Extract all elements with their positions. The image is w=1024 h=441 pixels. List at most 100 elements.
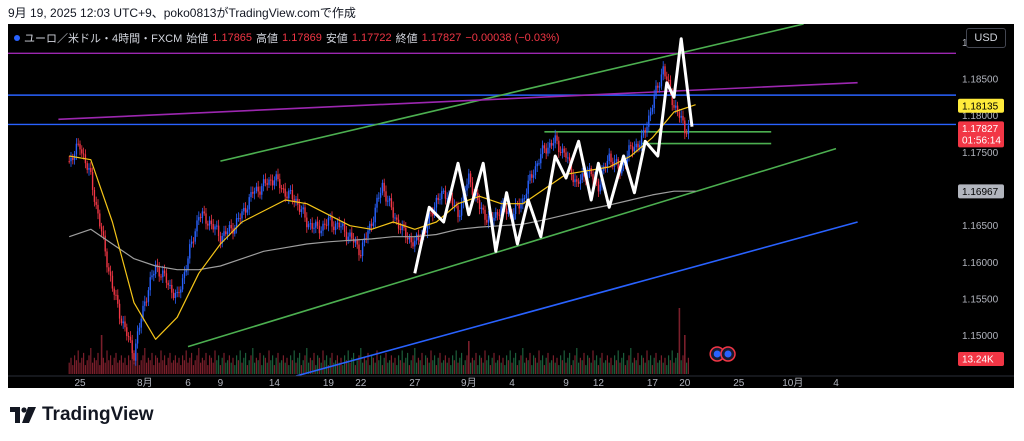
candle-body (459, 215, 461, 217)
candle-body (212, 223, 214, 230)
volume-bar (605, 360, 607, 374)
volume-bar (248, 360, 250, 374)
volume-bar (142, 355, 144, 374)
event-marker-icon (709, 346, 725, 362)
candle-body (79, 143, 81, 150)
candle-body (518, 203, 520, 209)
volume-bar (304, 355, 306, 374)
volume-bar (286, 357, 288, 374)
volume-bar (261, 365, 263, 374)
volume-bar (363, 357, 365, 374)
candle-body (657, 85, 659, 88)
date-tick-label: 17 (647, 378, 659, 388)
volume-bar (120, 355, 122, 374)
volume-bar (462, 365, 464, 374)
candle-body (673, 105, 675, 108)
candle-body (88, 167, 90, 170)
volume-bar (225, 362, 227, 374)
volume-bar (178, 357, 180, 374)
candle-body (608, 153, 610, 161)
volume-bar (81, 357, 83, 374)
volume-bar (167, 357, 169, 374)
volume-bar (383, 357, 385, 374)
volume-bar (675, 357, 677, 374)
volume-bar (86, 360, 88, 374)
candle-body (531, 174, 533, 178)
volume-bar (563, 350, 565, 374)
candle-body (675, 105, 677, 108)
candle-body (253, 191, 256, 194)
volume-label-box (958, 352, 1004, 366)
volume-bar (484, 350, 486, 374)
volume-bar (209, 355, 211, 374)
volume-bar (579, 357, 581, 374)
volume-bar (299, 352, 301, 374)
volume-bar (75, 360, 77, 374)
chart-panel[interactable]: 1.190001.185001.180001.175001.170001.165… (8, 24, 1014, 388)
candle-body (640, 135, 643, 146)
volume-bar (228, 355, 230, 374)
volume-bar (270, 360, 272, 374)
price-label: 1.18135 (962, 101, 999, 112)
volume-bar (92, 362, 94, 374)
candle-body (316, 221, 319, 226)
chart-svg[interactable]: 1.190001.185001.180001.175001.170001.165… (8, 24, 1014, 388)
candle-body (320, 230, 322, 234)
candle-body (572, 174, 574, 183)
candle-body (221, 235, 223, 244)
currency-button[interactable]: USD (966, 28, 1006, 48)
candle-body (185, 270, 187, 273)
volume-bar (525, 357, 527, 374)
volume-bar (612, 365, 614, 374)
candle-body (151, 275, 153, 278)
candle-body (91, 171, 94, 190)
price-tick-label: 1.16000 (962, 258, 999, 269)
volume-bar (475, 352, 477, 374)
tradingview-logo[interactable]: TradingView (10, 404, 154, 426)
volume-bar (315, 365, 317, 374)
volume-bar (671, 350, 673, 374)
volume-bar (664, 357, 666, 374)
candle-body (109, 271, 112, 276)
volume-bar (651, 365, 653, 374)
candle-body (190, 241, 193, 245)
candle-body (437, 197, 439, 200)
volume-bar (194, 360, 196, 374)
candle-body (117, 295, 119, 304)
volume-bar (637, 352, 639, 374)
candle-body (428, 212, 430, 225)
volume-bar (165, 365, 167, 374)
volume-bar (306, 348, 308, 374)
candle-body (415, 234, 418, 241)
volume-bar (297, 357, 299, 374)
volume-bar (340, 357, 342, 374)
volume-bar (426, 357, 428, 374)
candle-body (363, 238, 366, 243)
volume-bar (273, 365, 275, 374)
volume-bar (450, 365, 452, 374)
candle-body (111, 275, 114, 289)
candle-body (550, 142, 553, 146)
candle-body (167, 282, 169, 286)
volume-bar (119, 360, 121, 374)
volume-bar (160, 350, 162, 374)
volume-bar (317, 355, 319, 374)
candle-body (559, 152, 562, 154)
candle-body (486, 219, 488, 223)
candle-body (147, 290, 150, 302)
volume-bar (300, 365, 302, 374)
volume-bar (443, 360, 445, 374)
candle-body (120, 318, 123, 324)
volume-bar (182, 355, 184, 374)
volume-bar (477, 365, 479, 374)
candle-body (331, 217, 333, 227)
candle-body (556, 135, 558, 141)
volume-bar (421, 352, 423, 374)
volume-bar (252, 348, 254, 374)
candle-body (189, 244, 191, 259)
candle-body (568, 157, 571, 162)
volume-bar (95, 360, 97, 374)
volume-bar (354, 365, 356, 374)
candle-body (581, 173, 583, 180)
candle-body (480, 207, 483, 209)
